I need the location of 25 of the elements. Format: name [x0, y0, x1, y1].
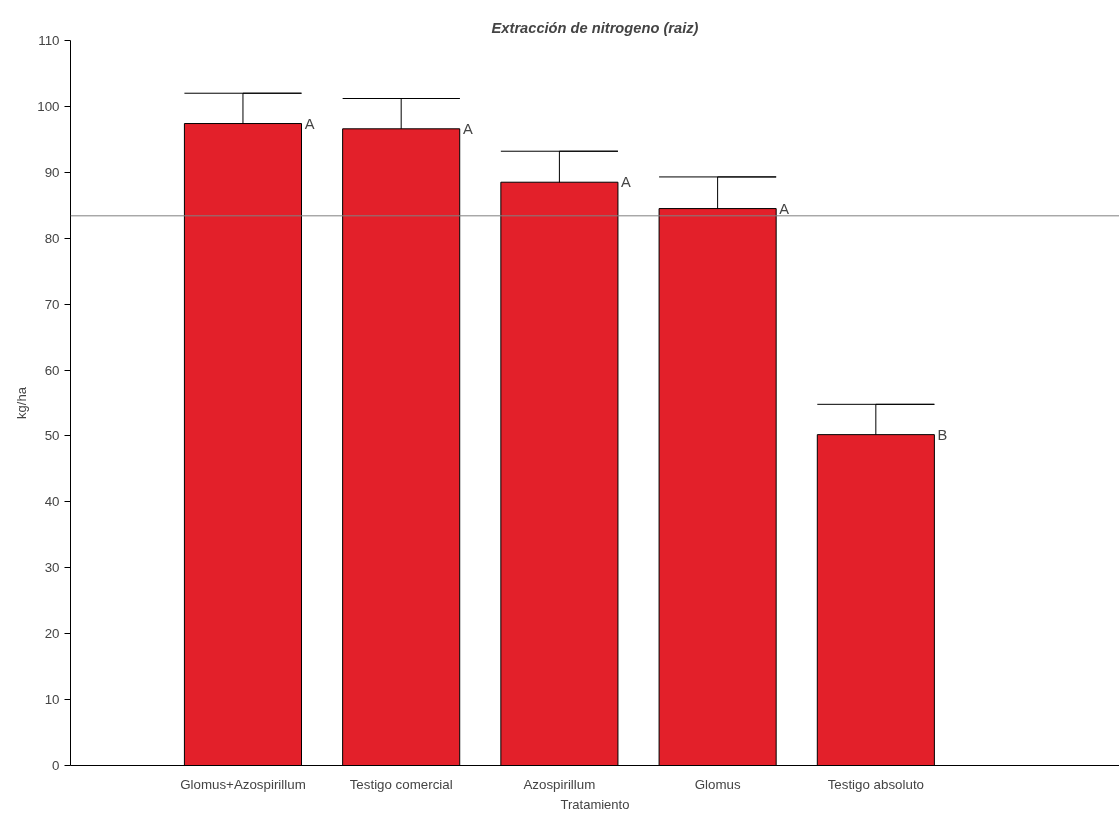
y-tick-label: 110: [38, 33, 60, 48]
y-axis-title: kg/ha: [14, 386, 30, 419]
chart-title: Extracción de nitrogeno (raiz): [491, 19, 699, 36]
y-tick-label: 40: [44, 494, 60, 510]
annotation: A: [779, 200, 790, 217]
y-tick-label: 90: [44, 164, 60, 180]
y-tick-label: 0: [52, 758, 60, 773]
x-axis-title: Tratamiento: [560, 796, 630, 812]
annotation: A: [304, 115, 315, 132]
x-tick-label: Glomus: [694, 776, 741, 792]
y-tick-label: 80: [44, 230, 60, 246]
x-tick-label: Azospirillum: [523, 776, 596, 792]
y-tick-label: 30: [44, 560, 60, 576]
x-tick-label: Testigo comercial: [349, 776, 453, 792]
y-tick-label: 10: [44, 692, 60, 708]
annotation: A: [621, 174, 632, 191]
x-tick-label: Testigo absoluto: [827, 776, 925, 792]
y-tick-label: 50: [44, 428, 60, 444]
annotation: A: [462, 120, 473, 137]
y-tick-label: 70: [44, 296, 60, 312]
annotation: B: [937, 426, 948, 443]
x-tick-label: Glomus+Azospirillum: [180, 776, 306, 792]
y-tick-label: 20: [44, 626, 60, 642]
y-tick-label: 100: [37, 98, 60, 114]
y-tick-label: 60: [44, 362, 60, 378]
